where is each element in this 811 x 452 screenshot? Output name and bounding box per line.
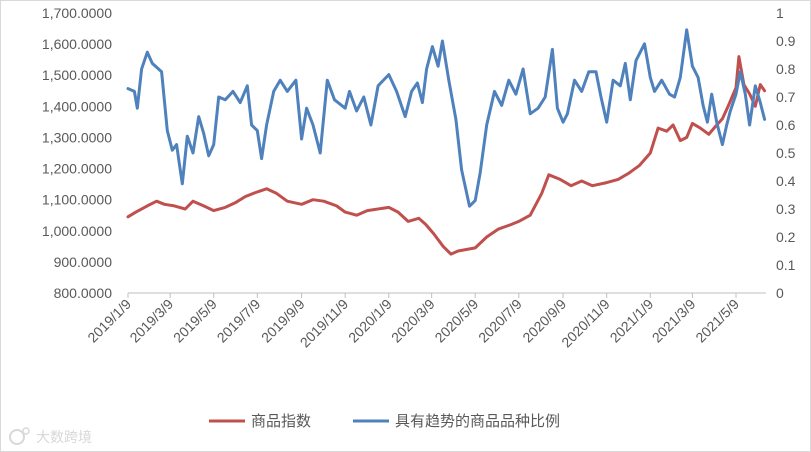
legend-label-trend-ratio: 具有趋势的商品品种比例 (395, 412, 560, 430)
y-right-tick-label: 0.5 (776, 145, 796, 161)
y-left-tick-label: 900.0000 (54, 254, 113, 270)
y-left-tick-label: 1,100.0000 (42, 192, 112, 208)
watermark-logo-icon (9, 429, 25, 445)
watermark-logo-dot-icon (22, 427, 30, 435)
y-right-tick-label: 0 (776, 285, 784, 301)
y-right-tick-label: 0.8 (776, 61, 796, 77)
series-group (126, 28, 767, 256)
y-left-tick-label: 1,600.0000 (42, 36, 112, 52)
y-left-tick-label: 1,200.0000 (42, 161, 112, 177)
y-left-tick-label: 800.0000 (54, 285, 113, 301)
y-right-tick-label: 0.6 (776, 117, 796, 133)
y-left-tick-label: 1,500.0000 (42, 67, 112, 83)
y-left-tick-label: 1,300.0000 (42, 129, 112, 145)
y-right-tick-label: 0.1 (776, 257, 796, 273)
y-right-tick-label: 0.3 (776, 201, 796, 217)
legend-label-commodity-index: 商品指数 (251, 412, 311, 430)
series-line-commodity-index (126, 55, 767, 256)
watermark: 大数跨境 (9, 427, 92, 446)
series-line-trend-ratio (126, 28, 767, 208)
y-right-tick-label: 0.4 (776, 173, 796, 189)
watermark-text: 大数跨境 (36, 430, 92, 446)
y-right-tick-label: 0.7 (776, 89, 796, 105)
y-left-tick-label: 1,700.0000 (42, 5, 112, 21)
legend: 商品指数 具有趋势的商品品种比例 (209, 412, 560, 430)
y-left-tick-label: 1,000.0000 (42, 223, 112, 239)
y-right-tick-label: 1 (776, 5, 784, 21)
y-right-tick-label: 0.9 (776, 33, 796, 49)
y-left-tick-label: 1,400.0000 (42, 98, 112, 114)
y-right-tick-label: 0.2 (776, 229, 796, 245)
